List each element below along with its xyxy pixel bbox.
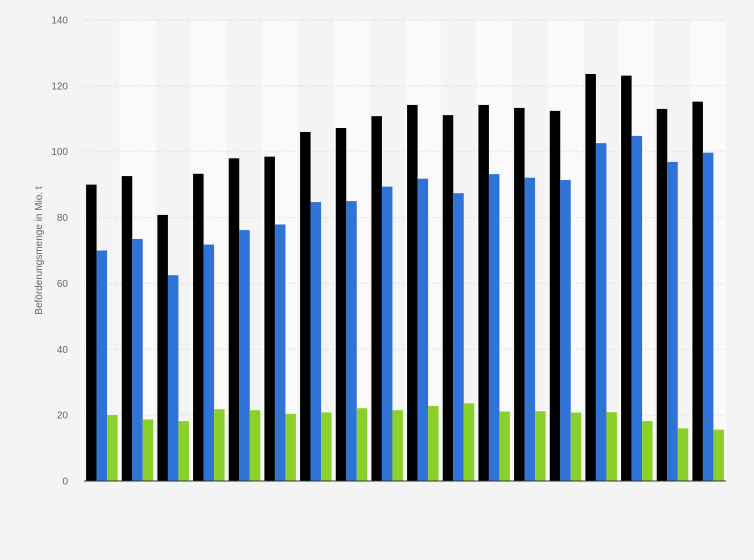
y-axis-ticks: 0 20 40 60 80 100 120 140 (51, 16, 68, 488)
bar[interactable] (407, 104, 418, 481)
bar[interactable] (203, 244, 215, 481)
bar[interactable] (249, 410, 261, 481)
bar[interactable] (274, 224, 286, 481)
bar[interactable] (642, 421, 653, 481)
grid-lines (84, 19, 726, 416)
bar[interactable] (392, 410, 403, 481)
bar[interactable] (285, 413, 296, 481)
y-tick-label: 20 (57, 411, 69, 422)
bar[interactable] (321, 412, 332, 481)
bar[interactable] (499, 411, 510, 481)
y-tick-label: 80 (57, 213, 69, 224)
bar[interactable] (524, 177, 536, 482)
bar[interactable] (549, 110, 561, 481)
y-tick-label: 100 (51, 147, 68, 158)
bar[interactable] (371, 116, 382, 481)
bar[interactable] (142, 419, 154, 481)
bar[interactable] (167, 275, 179, 481)
bar[interactable] (514, 107, 525, 482)
y-tick-label: 60 (57, 279, 69, 290)
bar[interactable] (667, 161, 678, 481)
bar[interactable] (300, 131, 311, 481)
bar[interactable] (239, 230, 250, 481)
bar[interactable] (132, 238, 143, 481)
bar[interactable] (346, 201, 357, 481)
bar[interactable] (86, 184, 97, 481)
bar[interactable] (157, 214, 168, 482)
bar[interactable] (585, 74, 596, 481)
bar[interactable] (463, 403, 475, 481)
y-tick-label: 120 (51, 81, 68, 92)
bar[interactable] (535, 411, 546, 481)
bar[interactable] (417, 178, 429, 482)
bar[interactable] (178, 421, 189, 481)
bar[interactable] (453, 193, 464, 481)
bar[interactable] (677, 428, 689, 481)
bars (86, 74, 724, 482)
y-tick-label: 40 (57, 345, 69, 356)
bar[interactable] (656, 108, 668, 482)
bar[interactable] (606, 412, 617, 481)
bar[interactable] (488, 174, 500, 481)
bar[interactable] (264, 156, 275, 481)
bar[interactable] (692, 101, 703, 482)
bar[interactable] (442, 115, 454, 481)
bar[interactable] (560, 180, 571, 482)
y-axis-title: Beförderungsmenge in Mio. t (34, 186, 45, 315)
y-tick-label: 140 (51, 16, 68, 27)
bar[interactable] (631, 135, 643, 481)
bar[interactable] (193, 173, 204, 481)
bar[interactable] (107, 415, 118, 481)
bar[interactable] (356, 408, 368, 481)
bar[interactable] (228, 158, 240, 482)
y-tick-label: 0 (62, 477, 68, 488)
bar[interactable] (595, 143, 607, 481)
bar[interactable] (96, 250, 108, 482)
bar[interactable] (121, 176, 133, 481)
bar[interactable] (570, 412, 582, 481)
bar[interactable] (335, 128, 347, 481)
bar[interactable] (478, 104, 489, 481)
bar[interactable] (214, 409, 225, 481)
bar[interactable] (381, 186, 393, 481)
bar[interactable] (310, 202, 322, 481)
bar[interactable] (702, 152, 714, 481)
bar[interactable] (621, 75, 632, 481)
bar[interactable] (713, 429, 724, 481)
bar[interactable] (428, 405, 439, 481)
